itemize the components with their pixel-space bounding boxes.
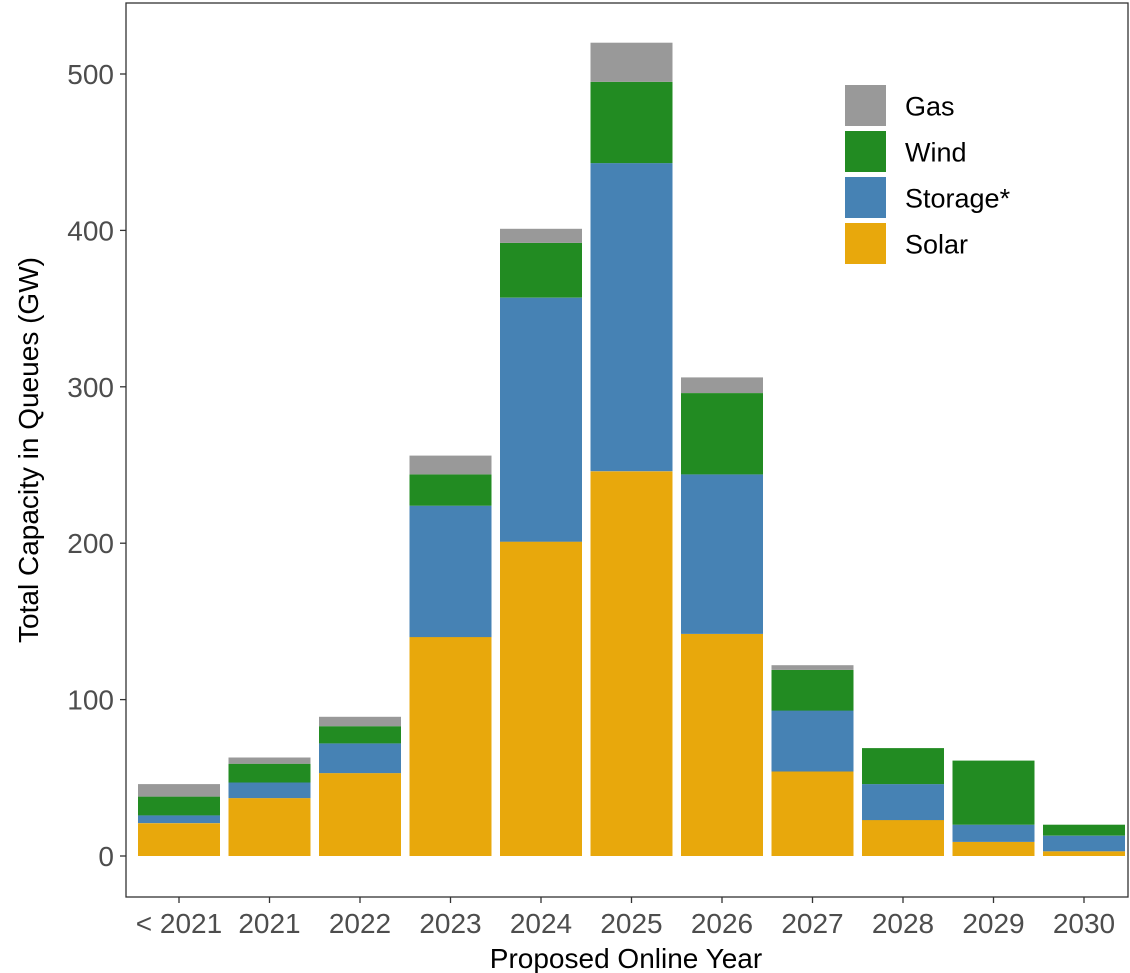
bar-gas-0 (138, 784, 220, 797)
bar-solar-7 (771, 771, 854, 856)
y-tick-label: 0 (98, 841, 114, 872)
bar-wind-10 (1043, 824, 1125, 836)
legend-key-solar (845, 223, 886, 264)
bar-solar-0 (138, 823, 220, 856)
x-tick-label: 2026 (691, 908, 753, 939)
bar-wind-8 (862, 748, 944, 785)
bar-storage-10 (1043, 835, 1125, 852)
bar-gas-1 (228, 757, 311, 764)
bar-gas-2 (319, 716, 401, 727)
bar-storage-2 (319, 743, 401, 774)
plot-border (125, 2, 1129, 898)
legend-label-storage: Storage* (905, 184, 1011, 214)
x-tick-label: 2027 (781, 908, 843, 939)
bar-wind-6 (681, 393, 763, 475)
y-axis-title: Total Capacity in Queues (GW) (13, 257, 44, 643)
x-tick-label: 2030 (1053, 908, 1115, 939)
bar-storage-4 (500, 297, 582, 542)
bar-gas-5 (590, 42, 673, 82)
bar-storage-7 (771, 710, 854, 772)
bar-wind-7 (771, 669, 854, 711)
bar-storage-3 (409, 505, 492, 638)
legend-key-storage (845, 177, 886, 218)
bars-layer (138, 42, 1125, 856)
x-tick-label: 2028 (872, 908, 934, 939)
bar-solar-9 (952, 841, 1035, 856)
bar-storage-0 (138, 815, 220, 824)
x-tick-label: 2024 (510, 908, 572, 939)
legend-label-gas: Gas (905, 92, 955, 122)
bar-wind-0 (138, 796, 220, 816)
x-axis: < 2021 2021 2022 2023 2024 2025 2026 2027 2028 20… (136, 897, 1115, 939)
y-tick-label: 500 (67, 59, 114, 90)
bar-wind-2 (319, 726, 401, 744)
y-tick-label: 300 (67, 372, 114, 403)
bar-solar-1 (228, 798, 311, 856)
bar-wind-3 (409, 474, 492, 506)
bar-solar-2 (319, 773, 401, 856)
bar-solar-3 (409, 637, 492, 856)
bar-solar-6 (681, 633, 763, 856)
bar-gas-7 (771, 665, 854, 670)
x-axis-title: Proposed Online Year (490, 943, 762, 973)
legend: Gas Wind Storage* Solar (845, 85, 1011, 264)
x-tick-label: 2021 (238, 908, 300, 939)
bar-wind-5 (590, 81, 673, 164)
bar-storage-1 (228, 782, 311, 799)
legend-key-gas (845, 85, 886, 126)
bar-gas-3 (409, 455, 492, 475)
bar-solar-5 (590, 471, 673, 856)
x-tick-label: 2029 (962, 908, 1024, 939)
bar-storage-6 (681, 474, 763, 634)
x-tick-label: 2022 (329, 908, 391, 939)
legend-label-solar: Solar (905, 230, 968, 260)
bar-wind-9 (952, 760, 1035, 825)
bar-storage-8 (862, 784, 944, 821)
bar-solar-10 (1043, 851, 1125, 856)
y-tick-label: 100 (67, 685, 114, 716)
bar-solar-4 (500, 541, 582, 856)
bar-solar-8 (862, 820, 944, 856)
bar-storage-9 (952, 824, 1035, 842)
x-tick-label: 2023 (419, 908, 481, 939)
bar-wind-1 (228, 763, 311, 783)
y-tick-label: 200 (67, 528, 114, 559)
legend-label-wind: Wind (905, 138, 967, 168)
bar-wind-4 (500, 242, 582, 298)
x-tick-label: 2025 (600, 908, 662, 939)
bar-storage-5 (590, 163, 673, 472)
legend-key-wind (845, 131, 886, 172)
bar-gas-6 (681, 377, 763, 393)
x-tick-label: < 2021 (136, 908, 222, 939)
bar-gas-4 (500, 228, 582, 243)
y-tick-label: 400 (67, 215, 114, 246)
y-axis: 0 100 200 300 400 500 (67, 59, 126, 872)
